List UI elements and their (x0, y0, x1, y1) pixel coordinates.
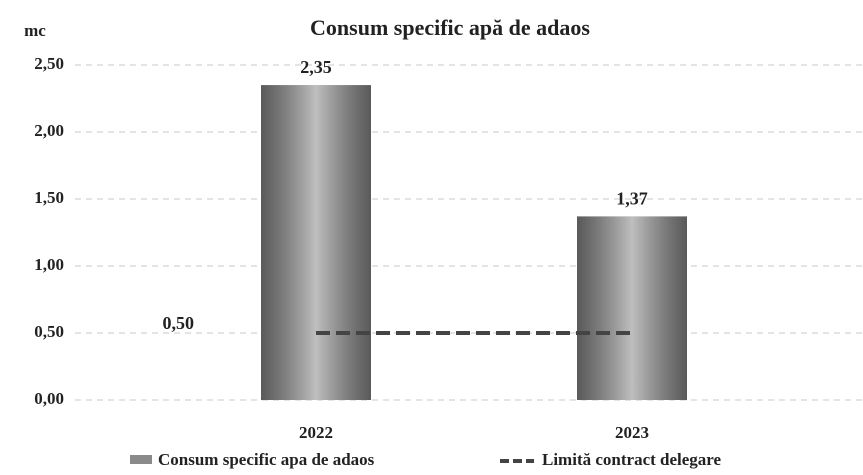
legend-swatch (130, 455, 152, 464)
y-axis-label: mc (24, 21, 46, 40)
data-label: 1,37 (616, 189, 648, 209)
y-tick-label: 1,00 (34, 255, 64, 274)
y-tick-label: 0,50 (34, 322, 64, 341)
data-label: 2,35 (300, 57, 332, 77)
y-tick-label: 2,00 (34, 121, 64, 140)
y-tick-label: 0,00 (34, 389, 64, 408)
bar-shade (261, 85, 371, 400)
bar-shade (577, 216, 687, 400)
y-tick-label: 2,50 (34, 54, 64, 73)
data-label: 0,50 (163, 313, 195, 333)
chart-title: Consum specific apă de adaos (310, 15, 590, 40)
legend-label: Limită contract delegare (542, 450, 722, 469)
y-tick-label: 1,50 (34, 188, 64, 207)
legend-label: Consum specific apa de adaos (158, 450, 375, 469)
x-tick-label: 2023 (615, 423, 649, 442)
x-tick-label: 2022 (299, 423, 333, 442)
